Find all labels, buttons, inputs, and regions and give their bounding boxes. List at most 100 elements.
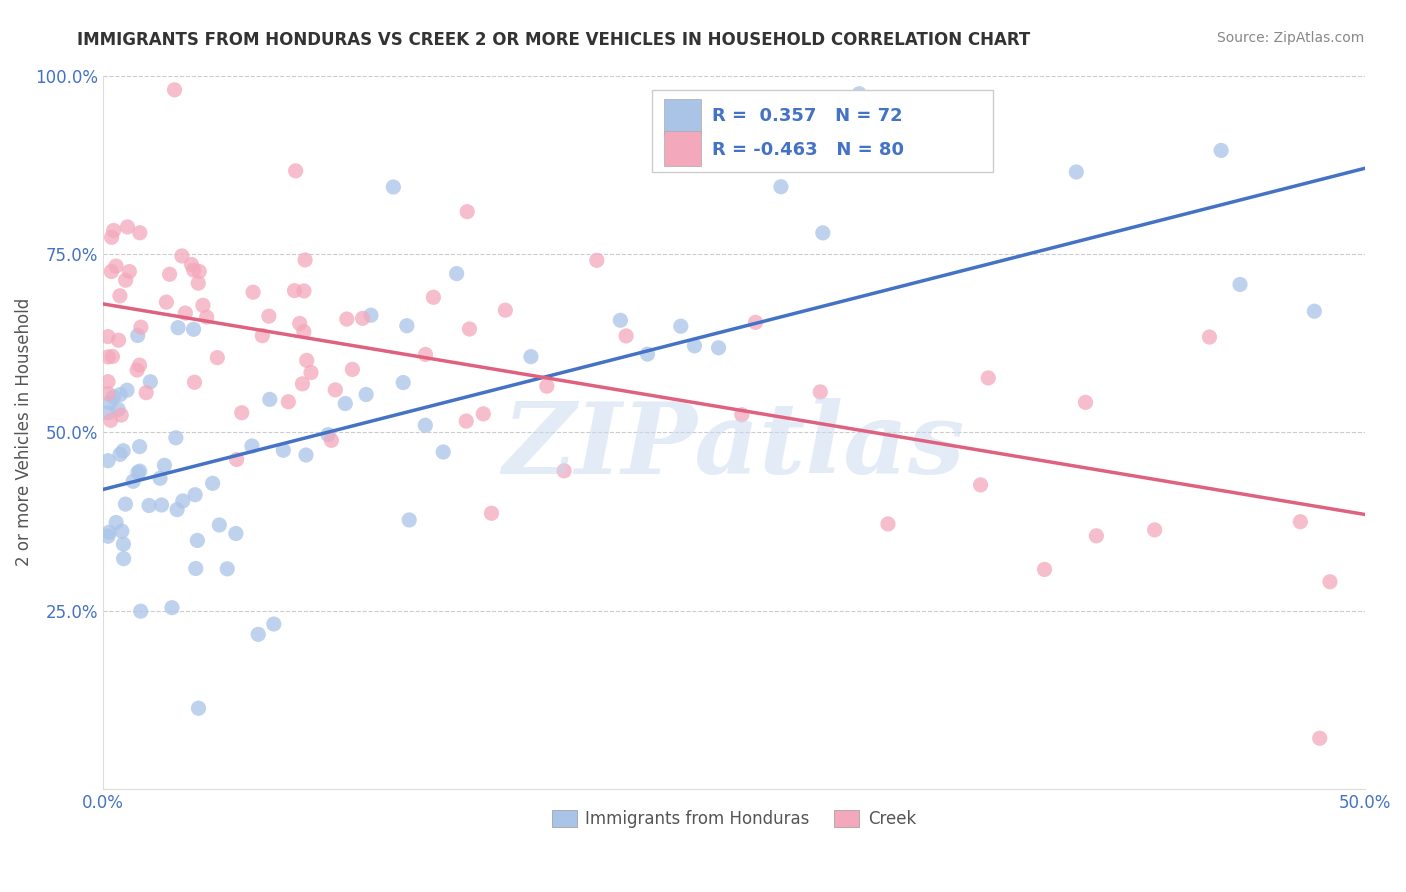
Point: [360, 308, 382, 322]
Point: [323, 383, 346, 397]
Point: [166, 502, 188, 516]
Point: [188, 264, 211, 278]
Point: [153, 458, 176, 473]
Point: [636, 347, 658, 361]
Point: [458, 322, 481, 336]
Point: [112, 551, 135, 566]
Point: [1198, 330, 1220, 344]
Point: [167, 320, 190, 334]
Point: [127, 328, 149, 343]
Point: [103, 390, 125, 404]
Point: [1319, 574, 1341, 589]
Point: [398, 513, 420, 527]
Point: [174, 306, 197, 320]
Text: ZIPatlas: ZIPatlas: [503, 399, 965, 495]
Point: [183, 322, 205, 336]
FancyBboxPatch shape: [652, 90, 993, 172]
Point: [163, 83, 186, 97]
Point: [1085, 529, 1108, 543]
Point: [225, 526, 247, 541]
Point: [160, 600, 183, 615]
Point: [271, 443, 294, 458]
Point: [118, 264, 141, 278]
Point: [170, 249, 193, 263]
Point: [100, 230, 122, 244]
Point: [291, 376, 314, 391]
Point: [122, 475, 145, 489]
Point: [231, 406, 253, 420]
Point: [195, 310, 218, 324]
Text: R = -0.463   N = 80: R = -0.463 N = 80: [713, 142, 904, 160]
Point: [811, 226, 834, 240]
Point: [108, 289, 131, 303]
Point: [295, 448, 318, 462]
Point: [139, 375, 162, 389]
Point: [225, 452, 247, 467]
Point: [382, 180, 405, 194]
Point: [201, 476, 224, 491]
Point: [277, 394, 299, 409]
Point: [520, 350, 543, 364]
Point: [103, 223, 125, 237]
Point: [472, 407, 495, 421]
Point: [138, 499, 160, 513]
Point: [186, 533, 208, 548]
FancyBboxPatch shape: [665, 131, 702, 166]
Point: [127, 466, 149, 480]
Point: [316, 427, 339, 442]
Point: [97, 406, 120, 420]
Point: [848, 87, 870, 101]
Point: [159, 267, 181, 281]
Point: [1303, 304, 1326, 318]
Point: [456, 414, 478, 428]
Point: [683, 339, 706, 353]
Point: [299, 366, 322, 380]
Point: [707, 341, 730, 355]
Point: [97, 386, 120, 401]
Point: [731, 408, 754, 422]
Point: [536, 379, 558, 393]
Point: [208, 518, 231, 533]
Point: [977, 371, 1000, 385]
Point: [292, 284, 315, 298]
Point: [97, 329, 120, 343]
Point: [110, 408, 132, 422]
Point: [115, 383, 138, 397]
Y-axis label: 2 or more Vehicles in Household: 2 or more Vehicles in Household: [15, 298, 32, 566]
Point: [183, 263, 205, 277]
Point: [257, 309, 280, 323]
Point: [207, 351, 229, 365]
Point: [288, 317, 311, 331]
Point: [252, 328, 274, 343]
Point: [100, 413, 122, 427]
Point: [100, 264, 122, 278]
Point: [283, 284, 305, 298]
Point: [614, 329, 637, 343]
Point: [127, 363, 149, 377]
Point: [180, 258, 202, 272]
Point: [112, 537, 135, 551]
Point: [114, 497, 136, 511]
Point: [422, 290, 444, 304]
Point: [494, 303, 516, 318]
Point: [105, 516, 128, 530]
Point: [128, 358, 150, 372]
Point: [97, 453, 120, 467]
Point: [354, 387, 377, 401]
Point: [395, 318, 418, 333]
Point: [259, 392, 281, 407]
Point: [456, 204, 478, 219]
Point: [969, 478, 991, 492]
Point: [108, 387, 131, 401]
Point: [1309, 731, 1331, 746]
Point: [1211, 144, 1233, 158]
Point: [294, 252, 316, 267]
Point: [240, 439, 263, 453]
Point: [105, 259, 128, 273]
Point: [187, 276, 209, 290]
Point: [155, 295, 177, 310]
Point: [1229, 277, 1251, 292]
Point: [107, 333, 129, 347]
Point: [98, 525, 121, 540]
Point: [183, 376, 205, 390]
